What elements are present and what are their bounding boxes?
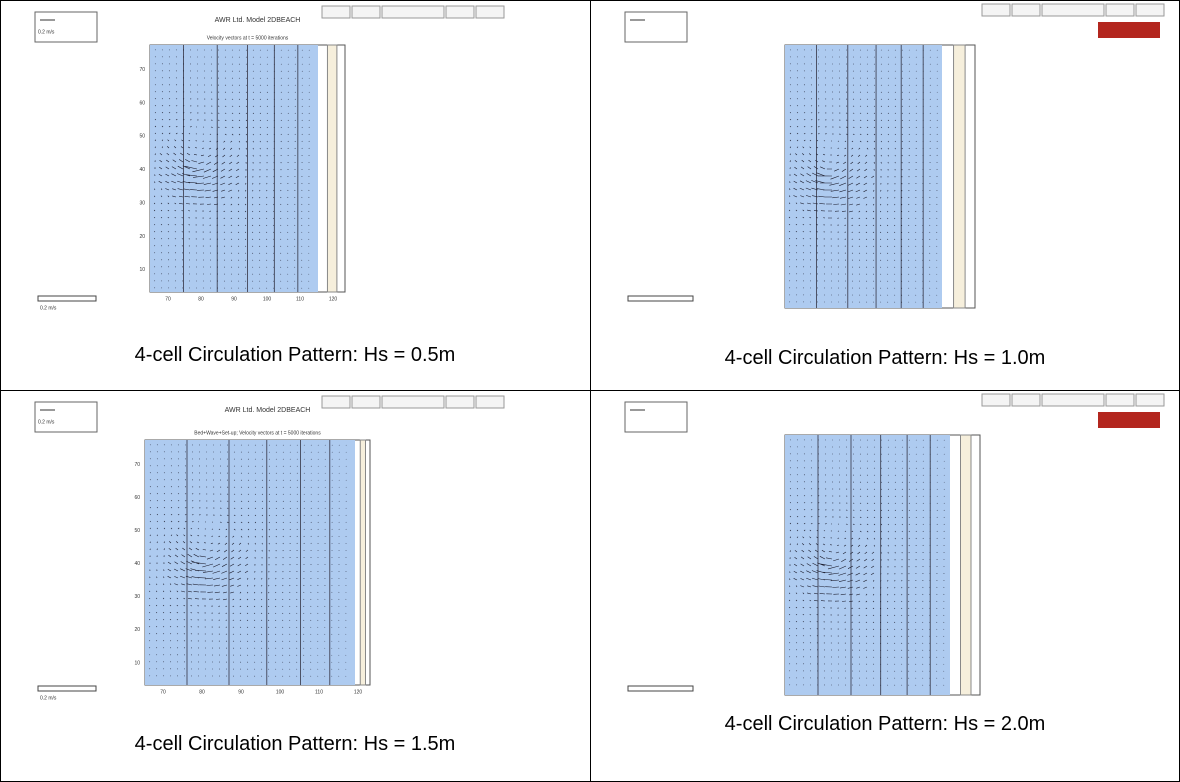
button (445, 395, 475, 409)
y-tick-label: 20 (134, 627, 140, 633)
y-tick-label: 30 (139, 200, 145, 206)
button (1105, 3, 1135, 17)
plot-title: AWR Ltd. Model 2DBEACH (225, 407, 311, 414)
y-tick-label: 20 (139, 234, 145, 240)
panel: 4-cell Circulation Pattern: Hs = 1.0m (590, 0, 1180, 390)
button (1105, 393, 1135, 407)
x-tick-label: 80 (198, 296, 204, 302)
y-tick-label: 40 (139, 167, 145, 173)
scale-bar (37, 295, 97, 302)
legend-label: 0.2 m/s (38, 29, 55, 35)
panel: AWR Ltd. Model 2DBEACH Velocity vectors a… (0, 0, 590, 390)
button (351, 395, 381, 409)
button (1011, 3, 1041, 17)
water (150, 45, 318, 292)
x-tick-label: 70 (165, 296, 171, 302)
scale-bar (37, 685, 97, 692)
red-box (1098, 412, 1160, 428)
velocity-vectors (149, 444, 347, 677)
scale-label: 0.2 m/s (40, 695, 57, 701)
button (351, 5, 381, 19)
plot-subtitle: Bed+Wave+Set-up; Velocity vectors at t =… (194, 430, 321, 436)
x-tick-label: 90 (238, 689, 244, 695)
caption: 4-cell Circulation Pattern: Hs = 1.0m (724, 347, 1046, 369)
legend-box (624, 11, 688, 43)
x-tick-label: 120 (354, 689, 363, 695)
button (981, 3, 1011, 17)
x-tick-label: 70 (160, 689, 166, 695)
x-tick-label: 100 (263, 296, 272, 302)
y-tick-label: 50 (134, 528, 140, 534)
y-tick-label: 50 (139, 134, 145, 140)
caption: 4-cell Circulation Pattern: Hs = 0.5m (134, 344, 456, 366)
plot-image: AWR Ltd. Model 2DBEACH Velocity vectors a… (34, 5, 505, 311)
y-tick-label: 70 (134, 462, 140, 468)
panel: AWR Ltd. Model 2DBEACH Bed+Wave+Set-up; V… (0, 390, 590, 782)
button (1011, 393, 1041, 407)
scale-label: 0.2 m/s (40, 305, 57, 311)
y-tick-label: 60 (139, 100, 145, 106)
y-tick-label: 60 (134, 495, 140, 501)
x-tick-label: 100 (276, 689, 285, 695)
y-tick-label: 10 (134, 660, 140, 666)
button (381, 5, 445, 19)
button (1135, 393, 1165, 407)
button (381, 395, 445, 409)
x-tick-label: 90 (231, 296, 237, 302)
button (321, 5, 351, 19)
velocity-vectors (788, 439, 945, 686)
button (981, 393, 1011, 407)
scale-bar (627, 685, 694, 692)
x-tick-label: 110 (296, 296, 304, 302)
button (475, 5, 505, 19)
border (590, 0, 591, 782)
plot-subtitle: Velocity vectors at t = 5000 iterations (207, 35, 289, 41)
beach (953, 44, 966, 309)
beach (326, 44, 338, 293)
beach (359, 439, 366, 686)
caption: 4-cell Circulation Pattern: Hs = 2.0m (724, 713, 1046, 735)
plot-title: AWR Ltd. Model 2DBEACH (215, 17, 301, 24)
red-box (1098, 22, 1160, 38)
button (321, 395, 351, 409)
water (785, 45, 942, 308)
button (1041, 3, 1105, 17)
legend-label: 0.2 m/s (38, 419, 55, 425)
legend-box (624, 401, 688, 433)
plot-image (624, 3, 1165, 309)
x-tick-label: 120 (329, 296, 338, 302)
button (475, 395, 505, 409)
velocity-vectors (153, 49, 310, 289)
scale-bar (627, 295, 694, 302)
legend-box (34, 11, 98, 43)
button (445, 5, 475, 19)
legend-box (34, 401, 98, 433)
button (1041, 393, 1105, 407)
button (1135, 3, 1165, 17)
y-tick-label: 40 (134, 561, 140, 567)
border (0, 0, 1, 782)
x-tick-label: 110 (315, 689, 323, 695)
plot-image (624, 393, 1165, 696)
panel: 4-cell Circulation Pattern: Hs = 2.0m (590, 390, 1180, 782)
water (145, 440, 355, 685)
y-tick-label: 10 (139, 267, 145, 273)
water (785, 435, 950, 695)
x-tick-label: 80 (199, 689, 205, 695)
beach (960, 434, 972, 696)
caption: 4-cell Circulation Pattern: Hs = 1.5m (134, 733, 456, 755)
velocity-vectors (788, 49, 938, 303)
plot-image: AWR Ltd. Model 2DBEACH Bed+Wave+Set-up; V… (34, 395, 505, 701)
y-tick-label: 30 (134, 594, 140, 600)
y-tick-label: 70 (139, 67, 145, 73)
